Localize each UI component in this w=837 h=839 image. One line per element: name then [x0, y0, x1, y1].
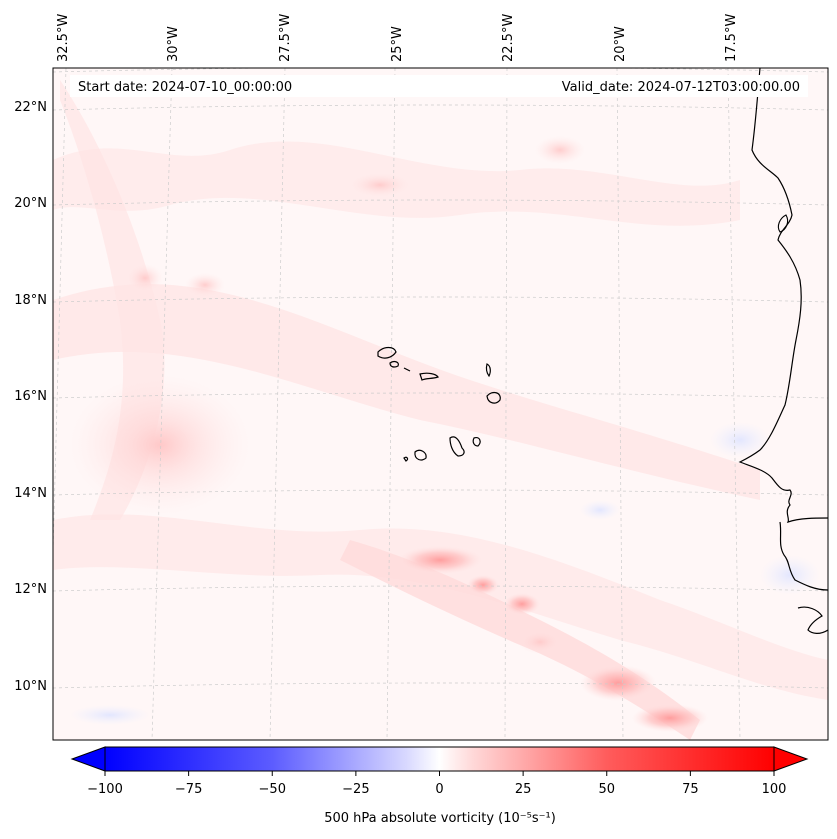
lat-label: 18°N	[14, 293, 47, 308]
lat-label: 22°N	[14, 100, 47, 115]
colorbar-label: 500 hPa absolute vorticity (10⁻⁵s⁻¹)	[324, 811, 556, 826]
africa-coastline	[777, 214, 789, 233]
colorbar-tick-label: 25	[515, 782, 532, 797]
info-banner	[70, 75, 808, 97]
colorbar-tick-label: −75	[175, 782, 202, 797]
map-area	[53, 68, 828, 740]
island-sao-nicolau	[419, 372, 439, 381]
lat-label: 16°N	[14, 389, 47, 404]
lon-label: 30°W	[166, 26, 181, 62]
longitude-labels: 32.5°W 30°W 27.5°W 25°W 22.5°W 20°W 17.5…	[56, 14, 739, 62]
vorticity-blob	[350, 173, 410, 197]
vorticity-blob	[398, 546, 482, 574]
colorbar-tick-label: 100	[762, 782, 787, 797]
lat-label: 14°N	[14, 486, 47, 501]
colorbar-ticks: −100 −75 −50 −25 0 25 50 75 100	[87, 771, 786, 797]
lon-label: 22.5°W	[501, 14, 516, 62]
island-santiago	[449, 436, 465, 457]
cape-verde-islands	[377, 346, 501, 462]
vorticity-blob	[710, 422, 770, 458]
africa-coastline	[779, 521, 828, 591]
island-santa-luzia	[403, 367, 411, 372]
vorticity-blob	[535, 136, 585, 164]
africa-coastline	[738, 68, 828, 524]
vorticity-band	[53, 284, 760, 500]
vorticity-band	[53, 514, 828, 700]
island-boa-vista	[486, 391, 501, 404]
island-maio	[472, 437, 481, 447]
latitude-labels: 22°N 20°N 18°N 16°N 14°N 12°N 10°N	[14, 100, 47, 694]
vorticity-blob	[580, 665, 656, 701]
island-brava	[403, 456, 409, 462]
island-sao-vicente	[389, 360, 399, 368]
colorbar-body	[104, 746, 775, 772]
vorticity-blob	[127, 264, 163, 292]
colorbar-extend-min	[70, 746, 106, 772]
colorbar-tick-label: 50	[598, 782, 615, 797]
lon-label: 32.5°W	[56, 14, 71, 62]
vorticity-blob	[467, 575, 499, 595]
start-date-text: Start date: 2024-07-10_00:00:00	[78, 80, 292, 95]
colorbar-tick-label: −25	[342, 782, 369, 797]
island-sal	[485, 363, 491, 378]
colorbar-tick-label: −100	[87, 782, 123, 797]
vorticity-blob	[580, 500, 620, 520]
lon-label: 17.5°W	[724, 14, 739, 62]
vorticity-blob	[504, 593, 540, 615]
island-santo-antao	[377, 346, 397, 359]
valid-date-text: Valid_date: 2024-07-12T03:00:00.00	[562, 80, 800, 95]
island-fogo	[414, 449, 427, 461]
colorbar-extend-max	[773, 746, 809, 772]
colorbar-tick-label: 0	[435, 782, 443, 797]
colorbar-tick-label: −50	[259, 782, 286, 797]
lat-label: 20°N	[14, 196, 47, 211]
vorticity-blob	[632, 704, 708, 732]
vorticity-blob	[760, 555, 820, 595]
lon-label: 27.5°W	[278, 14, 293, 62]
lon-label: 25°W	[390, 26, 405, 62]
vorticity-blob	[518, 630, 562, 654]
map-frame	[52, 67, 829, 741]
vorticity-blob	[185, 273, 225, 297]
lat-label: 12°N	[14, 582, 47, 597]
lon-label: 20°W	[613, 26, 628, 62]
colorbar-tick-label: 75	[682, 782, 699, 797]
vorticity-blob	[70, 705, 150, 725]
colorbar: −100 −75 −50 −25 0 25 50 75 100 500 hPa absolute…	[70, 746, 809, 826]
africa-coastline	[797, 606, 828, 634]
lat-label: 10°N	[14, 679, 47, 694]
vorticity-blob	[120, 415, 200, 475]
graticule	[53, 68, 828, 740]
